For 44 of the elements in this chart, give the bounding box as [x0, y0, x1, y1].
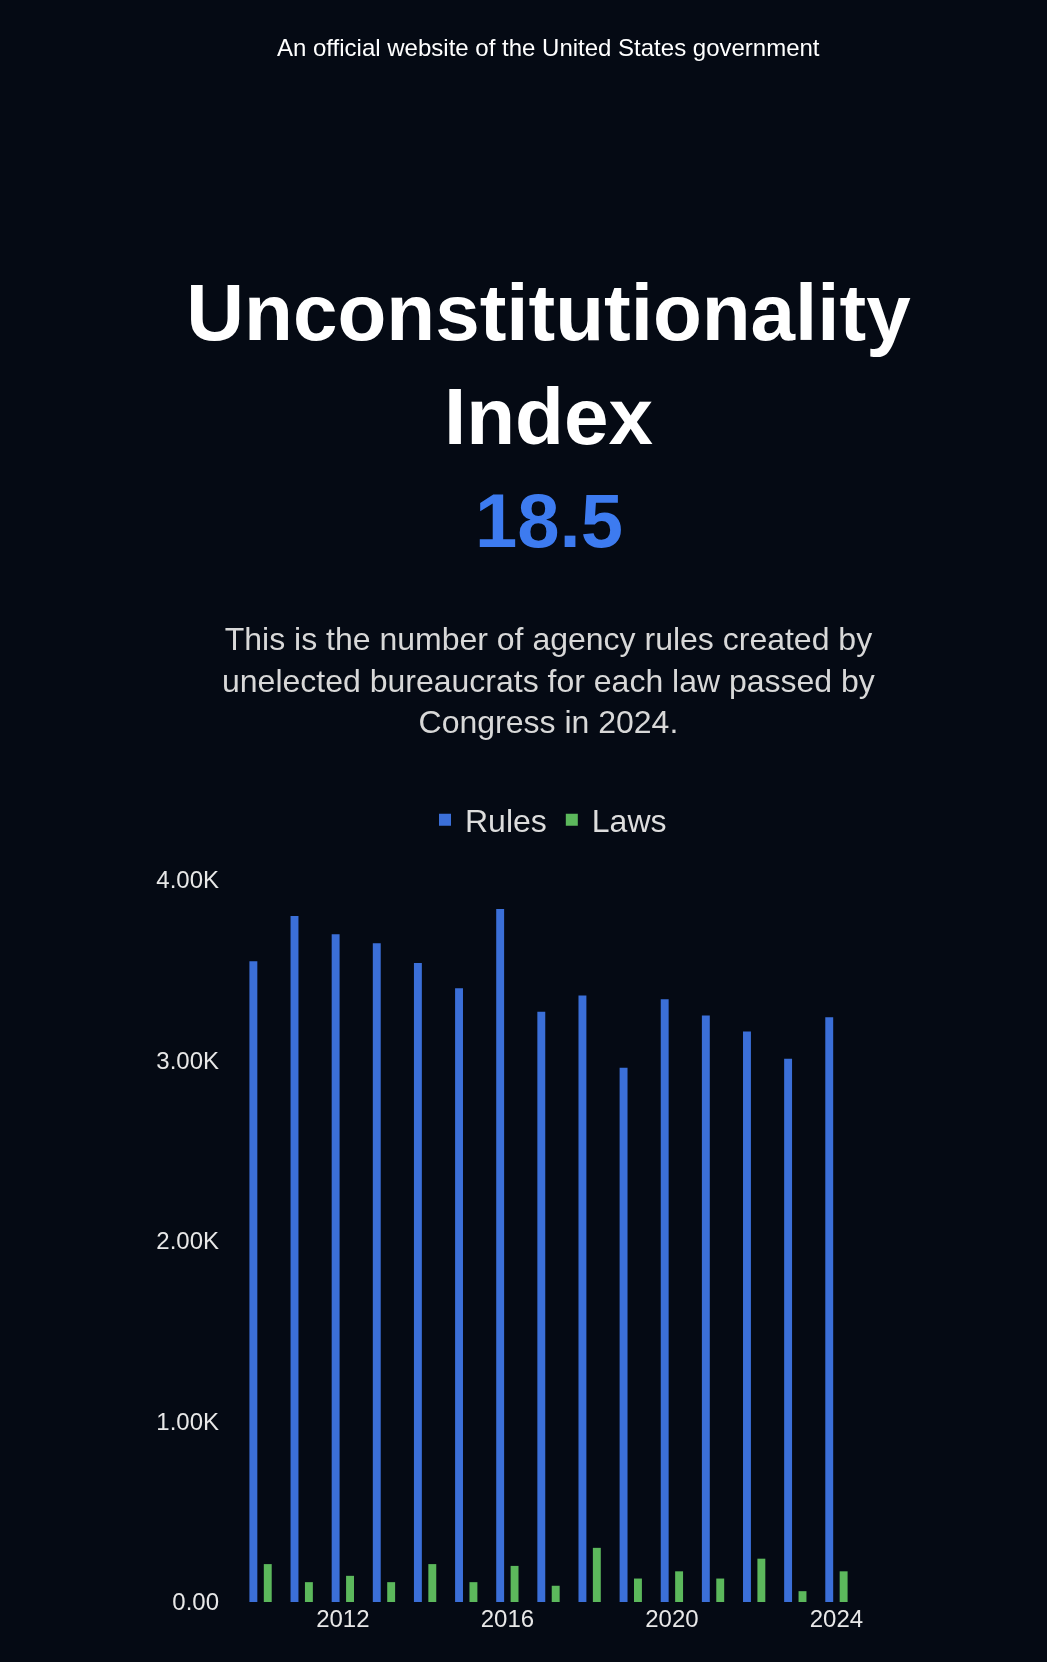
- bar: [592, 1547, 601, 1602]
- bar: [839, 1571, 848, 1602]
- bar: [387, 1582, 396, 1602]
- x-tick-label: 2020: [645, 1605, 699, 1632]
- bar: [716, 1578, 725, 1602]
- bar: [578, 995, 587, 1602]
- bar: [413, 963, 422, 1602]
- text: An official website of the United States government: [277, 34, 820, 61]
- bar: [825, 1017, 834, 1602]
- bar: [372, 943, 381, 1602]
- chart-subtitle: 18.5: [475, 478, 623, 563]
- y-tick-label: 1.00K: [156, 1407, 219, 1435]
- bar: [263, 1564, 272, 1602]
- y-tick-label: 0.00: [172, 1588, 219, 1616]
- y-tick-label: 4.00K: [156, 866, 219, 894]
- bar: [249, 961, 258, 1602]
- bar: [455, 988, 463, 1602]
- bar: [304, 1582, 313, 1602]
- bar: [469, 1582, 478, 1602]
- bar: [619, 1067, 628, 1602]
- bar: [331, 934, 340, 1602]
- bar: [743, 1031, 751, 1602]
- x-tick-label: 2012: [316, 1605, 370, 1632]
- x-tick-label: 2016: [480, 1605, 535, 1632]
- legend-label: Laws: [591, 803, 667, 840]
- bar: [537, 1011, 546, 1602]
- bar: [701, 1015, 710, 1602]
- bar: [428, 1564, 437, 1602]
- bar: [551, 1585, 560, 1602]
- bar: [798, 1591, 807, 1602]
- text: This is the number of agency rules created by unelected bureaucrats for each law passed by Congress in 2024.: [222, 621, 875, 741]
- chart-title: Unconstitutionality Index: [186, 268, 912, 461]
- bar: [634, 1578, 642, 1602]
- bar: [346, 1575, 354, 1602]
- y-tick-label: 3.00K: [156, 1046, 219, 1074]
- bar: [784, 1058, 793, 1602]
- bar: [660, 999, 669, 1602]
- y-tick-label: 2.00K: [156, 1227, 219, 1255]
- bar: [496, 908, 505, 1602]
- x-tick-label: 2024: [809, 1605, 864, 1632]
- bar: [757, 1558, 766, 1602]
- bar: [675, 1571, 684, 1602]
- legend-label: Rules: [465, 803, 547, 840]
- bar: [510, 1565, 519, 1602]
